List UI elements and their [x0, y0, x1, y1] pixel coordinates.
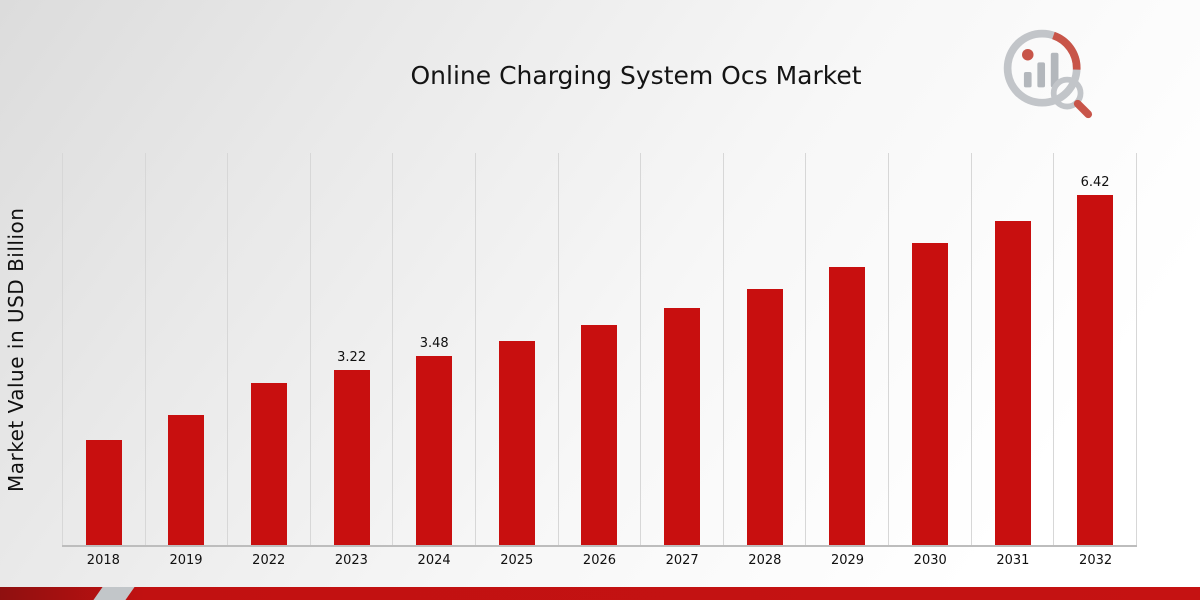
bar-2030 [911, 243, 948, 545]
footer-stripe [0, 587, 1200, 600]
x-tick-label-2022: 2022 [252, 553, 286, 568]
x-tick-label-2018: 2018 [86, 553, 120, 568]
chart-column-2019 [144, 153, 228, 545]
chart-column-2026 [557, 153, 641, 545]
bar-chart-magnifier-logo-icon [1003, 29, 1093, 119]
x-tick-label-2029: 2029 [830, 553, 865, 568]
x-tick-label-2028: 2028 [748, 553, 782, 568]
plot-area: 3.22 3.48 6.42 [62, 153, 1137, 547]
bar-2026 [581, 324, 618, 545]
chart-column-2018 [62, 153, 145, 545]
chart-column-2031 [970, 153, 1054, 545]
chart-column-2023: 3.22 [309, 153, 393, 545]
y-axis-label: Market Value in USD Billion [4, 207, 28, 493]
x-tick-label-2025: 2025 [500, 553, 534, 568]
chart-column-2028 [722, 153, 806, 545]
bar-2028 [746, 288, 783, 545]
bar-2032 [1077, 195, 1114, 545]
x-axis-labels: 2018 2019 2022 2023 2024 2025 2026 2027 2028 2029… [62, 553, 1137, 568]
x-tick-label-2024: 2024 [417, 553, 451, 568]
x-tick-label-2027: 2027 [665, 553, 699, 568]
bar-2025 [498, 341, 535, 545]
bar-2029 [829, 267, 866, 545]
chart-title: Online Charging System Ocs Market [410, 60, 862, 90]
bar-2023 [333, 369, 370, 545]
bar-2019 [168, 415, 205, 545]
x-tick-label-2019: 2019 [169, 553, 203, 568]
x-tick-label-2023: 2023 [334, 553, 368, 568]
bar-value-label-2032: 6.42 [1080, 175, 1110, 191]
bar-2018 [85, 439, 122, 545]
brand-logo [998, 24, 1094, 120]
x-tick-label-2026: 2026 [582, 553, 617, 568]
bar-value-label-2024: 3.48 [419, 335, 449, 351]
chart-column-2027 [640, 153, 723, 545]
chart-column-2030 [888, 153, 971, 545]
chart-column-2025 [475, 153, 558, 545]
chart-column-2022 [227, 153, 310, 545]
footer-stripe-notch [93, 587, 135, 600]
x-tick-label-2030: 2030 [913, 553, 947, 568]
bar-2022 [251, 382, 288, 545]
chart-column-2029 [805, 153, 888, 545]
bar-2031 [994, 220, 1031, 545]
bar-value-label-2023: 3.22 [337, 349, 367, 365]
bar-2027 [664, 307, 701, 545]
chart-column-2032: 6.42 [1053, 153, 1137, 545]
x-tick-label-2031: 2031 [996, 553, 1030, 568]
chart-column-2024: 3.48 [392, 153, 475, 545]
x-tick-label-2032: 2032 [1079, 553, 1113, 568]
bar-2024 [416, 355, 453, 545]
